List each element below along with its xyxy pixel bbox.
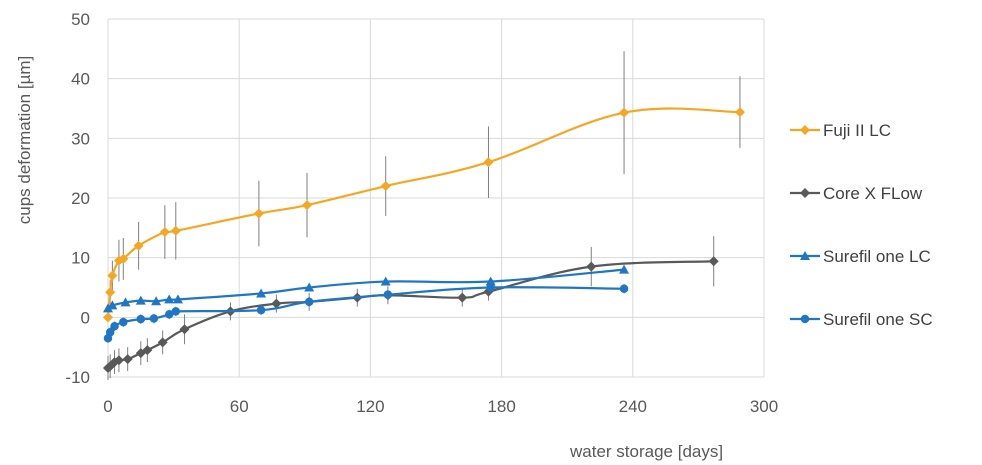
data-point (133, 240, 144, 251)
y-tick-label: 20 (71, 189, 90, 208)
legend-entry: Fuji II LC (823, 121, 891, 140)
x-tick-label: 240 (619, 397, 647, 416)
data-point (105, 328, 115, 337)
data-point (120, 297, 131, 307)
data-point (107, 300, 118, 310)
series-surefil-one-lc (103, 264, 630, 313)
data-point (164, 310, 174, 319)
data-point (110, 322, 119, 331)
series-line (107, 260, 714, 369)
data-point (172, 294, 183, 304)
y-tick-label: 0 (81, 308, 90, 327)
data-point (253, 208, 264, 219)
data-point (135, 295, 146, 305)
data-point (159, 227, 170, 238)
data-point (113, 355, 124, 366)
x-tick-label: 0 (103, 397, 112, 416)
legend-entry: Surefil one SC (823, 310, 933, 329)
data-point (304, 282, 315, 292)
data-point (485, 276, 496, 286)
data-point (107, 270, 118, 281)
data-point (708, 256, 719, 267)
data-point (171, 307, 181, 316)
data-point (380, 276, 391, 286)
data-point (256, 305, 266, 315)
y-tick-label: 10 (71, 249, 90, 268)
data-point (483, 157, 494, 168)
data-point (118, 253, 129, 264)
data-point (619, 284, 629, 293)
legend-entry: Core X FLow (823, 184, 923, 203)
data-point (103, 312, 113, 323)
legend-swatch-marker (800, 251, 810, 260)
data-point (157, 337, 168, 348)
x-tick-label: 60 (230, 397, 249, 416)
data-point (105, 287, 116, 298)
data-point (586, 261, 597, 272)
data-point (149, 314, 159, 323)
data-point (151, 296, 162, 306)
y-tick-label: 50 (71, 10, 90, 29)
data-point (164, 294, 175, 304)
data-point (486, 283, 495, 292)
data-point (142, 345, 153, 356)
data-point (619, 107, 630, 118)
x-tick-label: 300 (750, 397, 778, 416)
data-point (383, 290, 393, 299)
data-point (119, 317, 128, 327)
gridlines (107, 18, 765, 378)
legend: Fuji II LC Core X FLow Surefil one LC Suref… (790, 121, 933, 329)
y-tick-label: 40 (71, 70, 90, 89)
x-axis-title: water storage [days] (569, 442, 723, 461)
data-point (380, 181, 391, 192)
data-point (179, 324, 190, 335)
legend-entry: Surefil one LC (823, 247, 931, 266)
data-point (170, 225, 181, 236)
series-fuji-ii-lc (103, 51, 745, 323)
series-surefil-one-sc (103, 282, 629, 343)
data-point (122, 354, 133, 365)
legend-swatch-marker (800, 125, 810, 135)
y-tick-label: -10 (65, 368, 90, 387)
series-lines (103, 51, 745, 380)
data-point (136, 314, 146, 324)
data-point (256, 288, 267, 298)
data-point (271, 298, 282, 309)
data-point (619, 264, 630, 274)
data-point (103, 303, 113, 313)
series-line (106, 107, 740, 318)
data-point (301, 200, 312, 211)
x-tick-label: 120 (356, 397, 384, 416)
data-point (734, 107, 745, 118)
x-tick-label: 180 (487, 397, 515, 416)
axes: -10 0 10 20 30 40 50 0 60 120 180 240 300 (65, 10, 778, 416)
legend-swatch-marker (800, 188, 810, 198)
y-tick-label: 30 (71, 129, 90, 148)
data-point (457, 292, 468, 303)
legend-swatch-marker (800, 314, 810, 324)
y-axis-title: cups deformation [µm] (15, 56, 34, 225)
data-point (304, 297, 314, 307)
